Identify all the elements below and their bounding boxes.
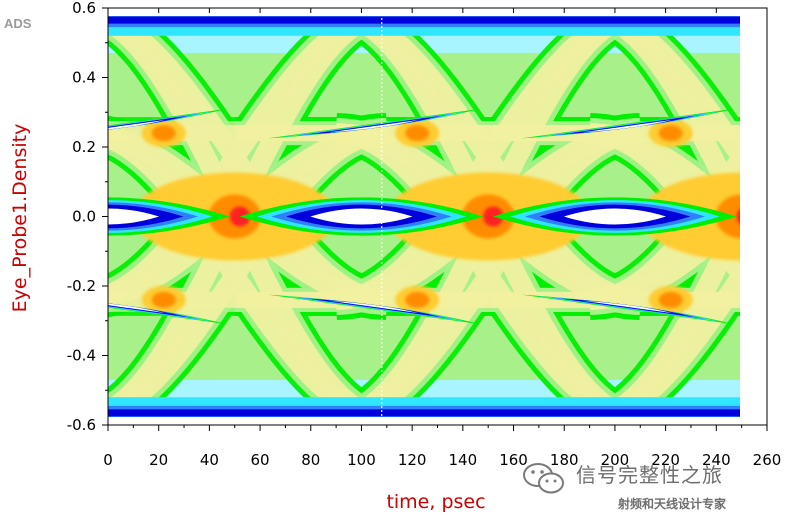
eye-opening-ring xyxy=(108,303,166,314)
eye-opening-ring xyxy=(561,298,694,317)
x-tick-label: 120 xyxy=(398,451,427,469)
shoulder-hotspot-core xyxy=(151,125,176,142)
eye-opening-ring xyxy=(282,111,466,137)
eye-opening-ring xyxy=(548,113,707,136)
x-tick-label: 140 xyxy=(449,451,478,469)
rail-top-navy xyxy=(108,16,740,24)
shoulder-hotspot-core xyxy=(658,291,683,308)
eye-opening-ring xyxy=(295,113,453,136)
eye-opening-ring xyxy=(308,116,441,135)
eye-opening-ring xyxy=(282,296,466,322)
eye-opening-ring xyxy=(108,208,160,225)
y-tick-label: 0.6 xyxy=(72,0,96,17)
eye-opening-ring xyxy=(582,119,673,133)
eye-density-layer xyxy=(108,8,740,425)
eye-opening-ring xyxy=(521,294,735,325)
eye-opening-ring xyxy=(536,111,720,137)
y-axis: 0.6 0.4 0.2 0.0 -0.2 -0.4 -0.6 xyxy=(67,0,108,434)
x-tick-label: 0 xyxy=(103,451,113,469)
eye-opening-ring xyxy=(521,108,735,139)
eye-opening-ring xyxy=(108,119,166,130)
eye-opening-ring xyxy=(329,300,419,314)
shoulder-hotspot-core xyxy=(658,125,683,142)
y-tick-label: -0.4 xyxy=(67,347,96,365)
x-tick-label: 200 xyxy=(601,451,630,469)
x-axis: 0 20 40 60 80 100 120 140 160 180 200 220 240 260 xyxy=(103,8,781,469)
x-axis-title: time, psec xyxy=(386,491,485,513)
x-tick-label: 180 xyxy=(550,451,579,469)
rail-bottom-navy xyxy=(108,409,740,417)
shoulder-hotspot-core xyxy=(151,291,176,308)
x-tick-label: 20 xyxy=(149,451,168,469)
y-axis-title: Eye_Probe1.Density xyxy=(9,124,31,313)
eye-opening-ring xyxy=(536,296,720,322)
eye-opening-ring xyxy=(295,297,453,320)
y-tick-label: -0.2 xyxy=(67,277,96,295)
eye-opening-ring xyxy=(329,119,419,133)
y-tick-label: 0.0 xyxy=(72,208,96,226)
eye-opening-ring xyxy=(582,300,673,314)
eye-opening-ring xyxy=(310,208,413,225)
rail-top-gap xyxy=(108,8,740,16)
wechat-logo-icon xyxy=(523,463,564,494)
density-transition-band xyxy=(587,142,740,310)
watermark-subtitle: 射频和天线设计专家 xyxy=(618,497,727,511)
app-label: ADS xyxy=(4,16,32,31)
eye-opening-ring xyxy=(308,298,441,317)
eye-opening-ring xyxy=(267,108,481,139)
density-transition-band xyxy=(587,123,740,291)
x-tick-label: 60 xyxy=(251,451,270,469)
y-tick-label: -0.6 xyxy=(67,416,96,434)
eye-opening-ring xyxy=(561,116,694,135)
watermark: 信号完整性之旅 射频和天线设计专家 xyxy=(522,455,784,515)
x-tick-label: 240 xyxy=(702,451,731,469)
x-tick-label: 160 xyxy=(499,451,528,469)
x-tick-label: 220 xyxy=(651,451,680,469)
crossing-hotspot-peak xyxy=(736,209,740,224)
rail-bottom-gap xyxy=(108,417,740,425)
eye-opening-ring xyxy=(563,208,667,225)
y-tick-label: 0.4 xyxy=(72,69,96,87)
eye-opening-ring xyxy=(548,297,707,320)
eye-opening-ring xyxy=(267,294,481,325)
shoulder-hotspot-core xyxy=(405,291,430,308)
shoulder-hotspot-core xyxy=(405,125,430,142)
x-tick-label: 260 xyxy=(753,451,782,469)
x-tick-label: 100 xyxy=(347,451,376,469)
x-tick-label: 80 xyxy=(301,451,320,469)
watermark-title: 信号完整性之旅 xyxy=(576,463,723,487)
x-tick-label: 40 xyxy=(200,451,219,469)
y-tick-label: 0.2 xyxy=(72,138,96,156)
